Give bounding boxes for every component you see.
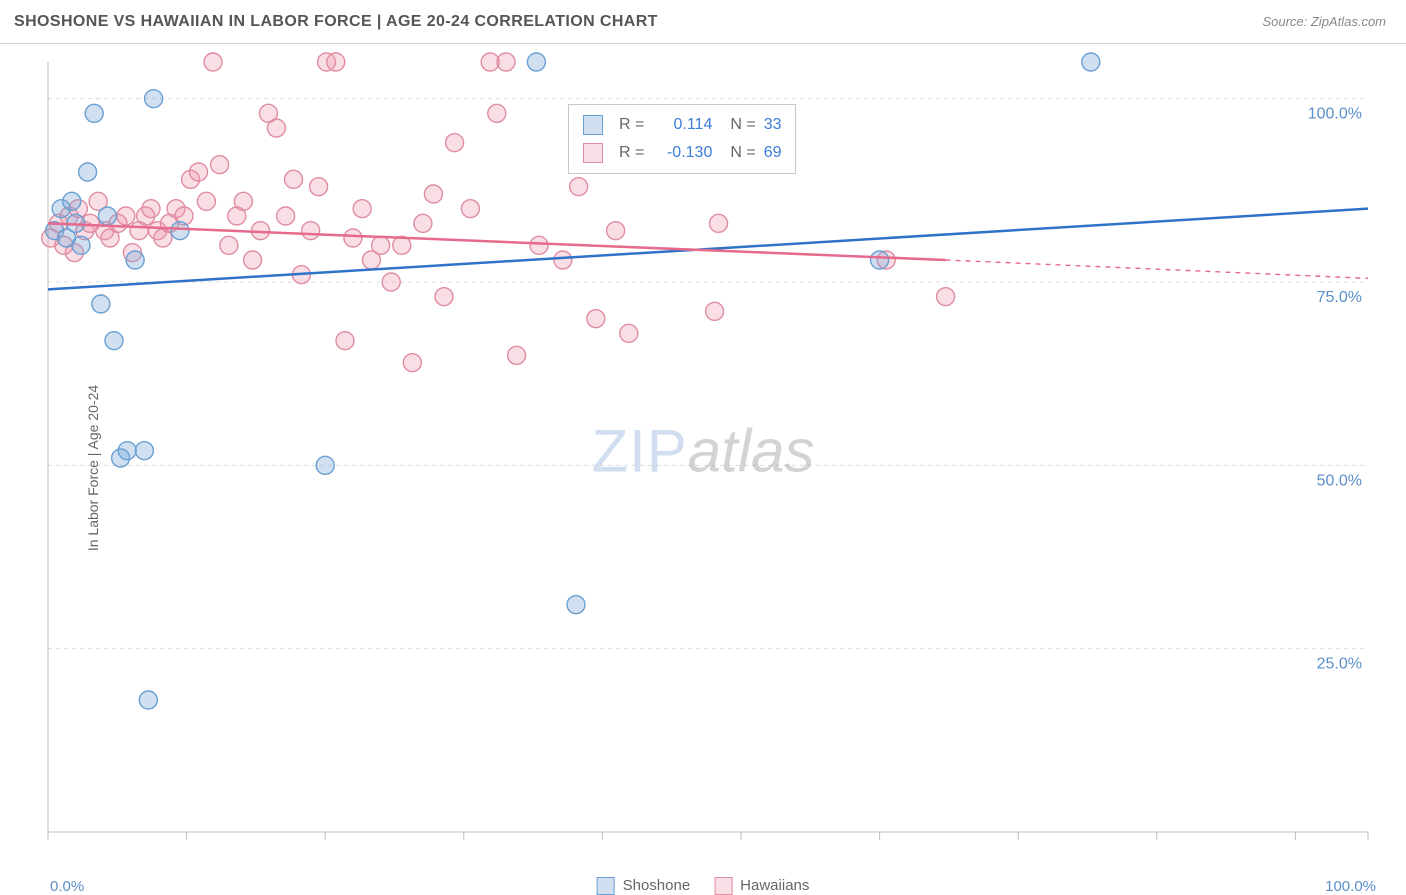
correlation-row: R = -0.130 N = 69 xyxy=(583,139,781,167)
series-legend-item: Shoshone xyxy=(597,877,691,895)
y-axis-label: In Labor Force | Age 20-24 xyxy=(85,385,101,551)
chart-area: In Labor Force | Age 20-24 25.0% 50.0% 75.… xyxy=(0,44,1406,892)
series-legend-item: Hawaiians xyxy=(714,877,809,895)
chart-title: SHOSHONE VS HAWAIIAN IN LABOR FORCE | AG… xyxy=(14,13,658,31)
legend-swatch-icon xyxy=(597,877,615,895)
r-value: 0.114 xyxy=(652,111,712,139)
correlation-row: R = 0.114 N = 33 xyxy=(583,111,781,139)
series-label: Shoshone xyxy=(623,877,691,894)
n-value: 69 xyxy=(764,139,782,167)
n-label: N = xyxy=(730,111,755,139)
r-label: R = xyxy=(619,111,644,139)
correlation-legend: R = 0.114 N = 33 R = -0.130 N = 69 xyxy=(568,104,796,174)
svg-text:75.0%: 75.0% xyxy=(1317,289,1362,306)
r-value: -0.130 xyxy=(652,139,712,167)
header-bar: SHOSHONE VS HAWAIIAN IN LABOR FORCE | AG… xyxy=(0,0,1406,44)
series-label: Hawaiians xyxy=(740,877,809,894)
legend-swatch-icon xyxy=(714,877,732,895)
r-label: R = xyxy=(619,139,644,167)
svg-text:100.0%: 100.0% xyxy=(1308,106,1362,123)
svg-text:50.0%: 50.0% xyxy=(1317,472,1362,489)
svg-text:25.0%: 25.0% xyxy=(1317,656,1362,673)
legend-swatch-icon xyxy=(583,115,603,135)
n-label: N = xyxy=(730,139,755,167)
legend-swatch-icon xyxy=(583,143,603,163)
source-label: Source: ZipAtlas.com xyxy=(1262,14,1386,29)
series-legend: Shoshone Hawaiians xyxy=(597,877,810,895)
n-value: 33 xyxy=(764,111,782,139)
